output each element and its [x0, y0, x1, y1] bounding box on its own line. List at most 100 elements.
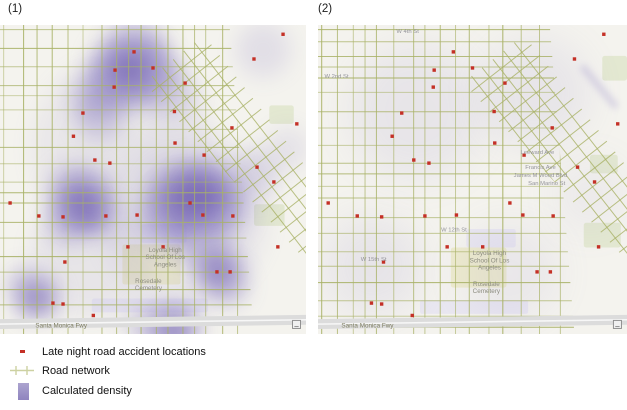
- accident-point: [390, 134, 394, 138]
- svg-text:James M Wood Blvd: James M Wood Blvd: [514, 173, 568, 179]
- freeway-band: [0, 314, 306, 330]
- accident-point: [8, 201, 12, 205]
- svg-text:W 12th St: W 12th St: [441, 227, 467, 233]
- accident-point: [188, 201, 192, 205]
- accident-point: [379, 302, 384, 306]
- accident-points-layer: [8, 32, 299, 318]
- accident-point: [215, 270, 219, 274]
- map-canvas: Loyola High School Of Los Angeles Rosedale C…: [318, 25, 627, 334]
- legend-road-network-label: Road network: [42, 365, 110, 377]
- svg-text:W 2nd St: W 2nd St: [324, 74, 348, 80]
- accident-point: [281, 32, 285, 36]
- map-canvas: Loyola High School Of Los Angeles Rosedale C…: [0, 25, 306, 334]
- accident-point: [61, 215, 65, 219]
- accident-point: [381, 260, 386, 264]
- accident-point: [454, 213, 459, 217]
- accident-point: [355, 214, 359, 218]
- panel-1-label: (1): [8, 3, 23, 15]
- accident-point: [230, 126, 234, 130]
- accident-point: [135, 213, 139, 217]
- accident-point: [451, 50, 456, 54]
- accident-point: [61, 302, 65, 306]
- accident-point: [400, 111, 404, 115]
- road-network-icon: [9, 365, 35, 376]
- accident-point: [112, 85, 116, 89]
- accident-point: [493, 141, 497, 145]
- accident-points-layer: [326, 32, 620, 318]
- accident-point: [151, 66, 155, 70]
- svg-text:Santa Monica Fwy: Santa Monica Fwy: [35, 322, 87, 329]
- accident-point: [431, 85, 435, 89]
- accident-point: [423, 214, 427, 218]
- accident-point: [231, 214, 235, 218]
- accident-point: [470, 66, 475, 70]
- accident-point: [326, 201, 330, 205]
- panel-2-label: (2): [318, 3, 333, 15]
- accident-point: [228, 270, 232, 274]
- accident-point: [602, 32, 606, 36]
- accident-point: [596, 245, 601, 249]
- accident-point: [276, 245, 280, 249]
- accident-point: [379, 215, 384, 219]
- freeway-band: [318, 314, 627, 330]
- accident-point: [272, 180, 276, 184]
- accident-point: [63, 260, 67, 264]
- accident-point: [173, 141, 177, 145]
- accident-point: [432, 68, 436, 72]
- legend-density-label: Calculated density: [42, 385, 132, 397]
- map-attribution-icon: [292, 319, 301, 329]
- accident-point: [161, 245, 165, 249]
- accident-point: [126, 245, 130, 249]
- svg-text:Francis Ave: Francis Ave: [525, 165, 556, 171]
- accident-point: [535, 270, 539, 274]
- accident-point: [427, 161, 431, 165]
- accident-point: [51, 301, 55, 305]
- accident-point: [183, 81, 187, 85]
- accident-point: [410, 313, 414, 318]
- accident-point: [575, 165, 580, 169]
- map-panel-kernel-density: Loyola High School Of Los Angeles Rosedale C…: [0, 25, 306, 334]
- accident-point: [81, 111, 85, 115]
- accident-point: [255, 165, 259, 169]
- accident-point: [202, 153, 206, 157]
- svg-text:Santa Monica Fwy: Santa Monica Fwy: [341, 323, 394, 330]
- accident-point: [71, 134, 76, 138]
- road-network-layer: [0, 25, 254, 334]
- map-panel-network-density: Loyola High School Of Los Angeles Rosedale C…: [318, 25, 627, 334]
- accident-point: [592, 180, 597, 184]
- accident-point: [172, 109, 177, 114]
- accident-point: [503, 81, 507, 85]
- accident-point: [551, 214, 555, 218]
- map-attribution-icon: [612, 319, 622, 329]
- accident-point: [572, 57, 577, 61]
- accident-point: [521, 213, 525, 217]
- legend-accidents-label: Late night road accident locations: [42, 346, 206, 358]
- accident-point: [508, 201, 512, 205]
- accident-point: [412, 158, 416, 162]
- accident-point: [616, 122, 620, 126]
- accident-point: [108, 161, 112, 165]
- accident-point: [93, 158, 97, 162]
- svg-text:San Marino St: San Marino St: [528, 181, 565, 187]
- accident-point: [201, 213, 205, 217]
- accident-point: [550, 126, 554, 130]
- map-labels-layer: Loyola High School Of Los Angeles Rosedale C…: [35, 247, 184, 329]
- accident-marker-icon: [20, 350, 25, 353]
- accident-point: [91, 313, 96, 318]
- accident-point: [295, 122, 299, 126]
- accident-point: [480, 245, 485, 249]
- accident-point: [37, 214, 41, 218]
- density-swatch-icon: [18, 383, 29, 400]
- accident-point: [369, 301, 374, 305]
- svg-text:Leeward Ave: Leeward Ave: [520, 150, 554, 156]
- accident-point: [548, 270, 553, 274]
- accident-point: [252, 57, 256, 61]
- map-labels-layer: Loyola High School Of Los Angeles Rosedale C…: [324, 29, 567, 329]
- accident-point: [492, 109, 496, 114]
- svg-text:W 4th St: W 4th St: [396, 29, 419, 35]
- accident-point: [104, 214, 108, 218]
